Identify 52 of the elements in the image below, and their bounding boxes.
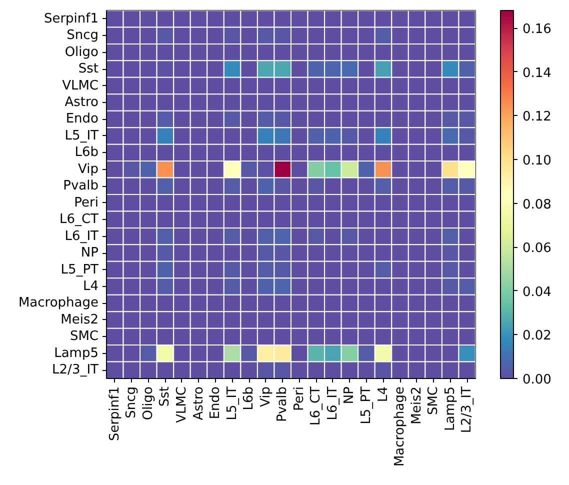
y-tick-label: SMC [70,329,98,344]
x-tick-label: L5_IT [224,386,240,420]
x-tick-label: Oligo [140,386,156,420]
x-tick-label: Sncg [124,386,140,418]
color-bar-label: 0.04 [522,284,552,300]
y-tick-label: Serpinf1 [44,11,98,26]
y-tick-label: L6_CT [59,212,99,228]
y-tick-label: Peri [74,195,99,210]
x-tick-label: Meis2 [409,386,424,424]
color-bar-label: 0.14 [522,66,552,81]
color-bar-label: 0.12 [522,110,552,125]
x-tick-label: L6_IT [325,386,340,420]
x-tick-label: Vip [258,386,274,407]
color-bar-label: 0.16 [522,22,552,38]
x-tick-label: Sst [158,386,173,407]
y-tick-label: Astro [64,95,99,110]
y-tick-label: Meis2 [60,312,99,328]
y-tick-label: Sst [78,62,99,77]
x-tick-label: Lamp5 [442,386,458,431]
x-tick-label: NP [342,386,358,404]
x-tick-label: L2/3_IT [460,386,475,433]
x-tick-label: Endo [208,386,224,420]
x-tick-label: Macrophage [392,386,408,467]
color-bar-label: 0.02 [522,328,552,344]
y-tick-label: VLMC [62,78,99,94]
y-tick-label: Endo [66,112,99,127]
y-tick-label: L6_IT [64,228,99,244]
x-tick-label: Astro [191,386,206,420]
x-tick-label: L6_CT [308,386,324,426]
color-bar-label: 0.00 [522,372,552,388]
y-tick-label: Sncg [66,28,98,44]
y-tick-label: L5_IT [64,128,99,144]
x-tick-label: L6b [242,386,257,410]
y-tick-label: L6b [74,145,98,160]
y-tick-label: Vip [78,162,99,177]
x-tick-label: Peri [292,386,307,411]
x-tick-label: Pvalb [275,386,290,422]
y-tick-label: Pvalb [63,178,99,194]
color-bar-label: 0.10 [522,153,552,168]
y-tick-label: L4 [82,279,98,294]
x-tick-label: SMC [426,386,442,416]
y-tick-label: L5_PT [60,262,99,278]
x-tick-label: L4 [376,386,391,402]
y-tick-label: Oligo [64,44,99,60]
y-tick-label: NP [80,246,99,261]
y-tick-label: L2/3_IT [52,362,99,378]
color-bar-label: 0.08 [522,197,552,212]
y-tick-label: Lamp5 [54,346,99,361]
y-tick-label: Macrophage [18,296,99,311]
x-tick-label: L5_PT [358,386,374,424]
color-bar-label: 0.06 [522,241,552,256]
x-tick-label: VLMC [174,386,190,423]
